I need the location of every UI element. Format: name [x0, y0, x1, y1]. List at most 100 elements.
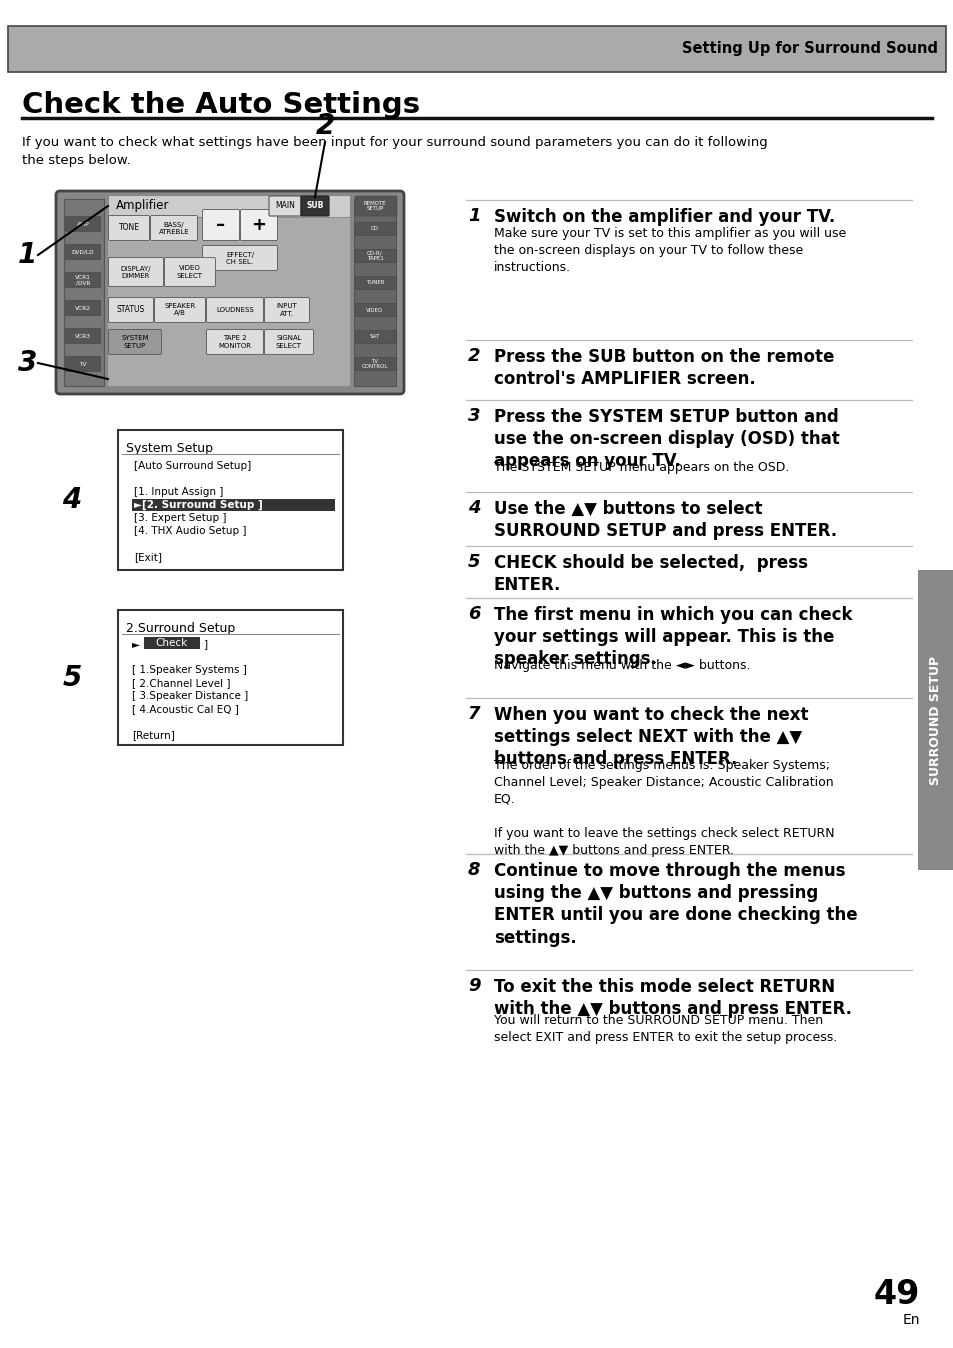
Text: ]: ] [204, 639, 208, 648]
FancyBboxPatch shape [355, 195, 396, 216]
Text: Make sure your TV is set to this amplifier as you will use
the on-screen display: Make sure your TV is set to this amplifi… [494, 226, 845, 274]
Text: VCR2: VCR2 [75, 306, 91, 310]
Text: +: + [252, 216, 266, 235]
Text: –: – [216, 216, 225, 235]
FancyBboxPatch shape [355, 303, 396, 317]
Text: [1. Input Assign ]: [1. Input Assign ] [133, 487, 223, 497]
Text: When you want to check the next
settings select NEXT with the ▲▼
buttons and pre: When you want to check the next settings… [494, 706, 807, 768]
Text: REMOTE
SETUP: REMOTE SETUP [363, 201, 386, 212]
FancyBboxPatch shape [66, 356, 100, 372]
FancyBboxPatch shape [109, 298, 153, 322]
Text: CHECK should be selected,  press
ENTER.: CHECK should be selected, press ENTER. [494, 554, 807, 594]
Text: System Setup: System Setup [126, 442, 213, 456]
Text: The SYSTEM SETUP menu appears on the OSD.: The SYSTEM SETUP menu appears on the OSD… [494, 461, 788, 474]
FancyBboxPatch shape [109, 329, 161, 355]
Text: TAPE 2
MONITOR: TAPE 2 MONITOR [218, 336, 252, 349]
Text: 1: 1 [18, 241, 37, 270]
FancyBboxPatch shape [66, 217, 100, 232]
Text: 3: 3 [468, 407, 480, 425]
FancyBboxPatch shape [206, 298, 263, 322]
FancyBboxPatch shape [269, 195, 301, 216]
Text: Setting Up for Surround Sound: Setting Up for Surround Sound [681, 42, 937, 57]
Text: 49: 49 [873, 1278, 919, 1312]
FancyBboxPatch shape [301, 195, 329, 216]
Bar [144, 638, 200, 648]
Text: 1: 1 [468, 208, 480, 225]
FancyBboxPatch shape [66, 272, 100, 287]
Bar [917, 570, 953, 869]
FancyBboxPatch shape [355, 276, 396, 290]
Text: Use the ▲▼ buttons to select
SURROUND SETUP and press ENTER.: Use the ▲▼ buttons to select SURROUND SE… [494, 500, 836, 541]
Text: 4: 4 [468, 499, 480, 518]
Text: LOUDNESS: LOUDNESS [216, 307, 253, 313]
Bar [64, 200, 104, 386]
FancyBboxPatch shape [109, 216, 150, 240]
FancyBboxPatch shape [202, 209, 239, 240]
Text: INPUT
ATT.: INPUT ATT. [276, 303, 297, 317]
Text: DISPLAY/
DIMMER: DISPLAY/ DIMMER [121, 266, 152, 279]
Text: [ 4.Acoustic Cal EQ ]: [ 4.Acoustic Cal EQ ] [132, 704, 238, 714]
Text: BASS/
ATREBLE: BASS/ ATREBLE [158, 221, 189, 235]
Text: Check: Check [155, 638, 188, 648]
Text: SPEAKER
A/B: SPEAKER A/B [164, 303, 195, 317]
Text: 6: 6 [468, 605, 480, 623]
Bar [132, 499, 335, 511]
FancyBboxPatch shape [240, 209, 277, 240]
Text: 3: 3 [18, 349, 37, 377]
Bar [118, 430, 343, 570]
Text: AMP: AMP [76, 221, 90, 226]
Text: 9: 9 [468, 977, 480, 995]
Text: SURROUND SETUP: SURROUND SETUP [928, 655, 942, 785]
FancyBboxPatch shape [164, 257, 215, 287]
Text: Press the SYSTEM SETUP button and
use the on-screen display (OSD) that
appears o: Press the SYSTEM SETUP button and use th… [494, 408, 839, 470]
Text: TONE: TONE [118, 224, 139, 232]
Bar [8, 26, 945, 71]
Bar [108, 200, 350, 386]
Text: Continue to move through the menus
using the ▲▼ buttons and pressing
ENTER until: Continue to move through the menus using… [494, 861, 857, 946]
FancyBboxPatch shape [66, 301, 100, 315]
FancyBboxPatch shape [355, 222, 396, 236]
FancyBboxPatch shape [264, 298, 309, 322]
Text: 8: 8 [468, 861, 480, 879]
Text: TV: TV [79, 361, 87, 367]
Text: [ 2.Channel Level ]: [ 2.Channel Level ] [132, 678, 231, 687]
Text: 5: 5 [62, 663, 82, 692]
FancyBboxPatch shape [264, 329, 314, 355]
Text: [Return]: [Return] [132, 731, 174, 740]
Text: Press the SUB button on the remote
control's AMPLIFIER screen.: Press the SUB button on the remote contr… [494, 348, 834, 388]
Text: 7: 7 [468, 705, 480, 723]
Bar [118, 611, 343, 745]
FancyBboxPatch shape [154, 298, 205, 322]
Text: 4: 4 [62, 487, 82, 514]
Text: VIDEO
SELECT: VIDEO SELECT [177, 266, 203, 279]
Text: [4. THX Audio Setup ]: [4. THX Audio Setup ] [133, 526, 246, 537]
Text: If you want to check what settings have been input for your surround sound param: If you want to check what settings have … [22, 136, 767, 167]
Text: SIGNAL
SELECT: SIGNAL SELECT [275, 336, 302, 349]
Text: Check the Auto Settings: Check the Auto Settings [22, 92, 419, 119]
Text: SAT: SAT [370, 334, 379, 340]
Text: STATUS: STATUS [117, 306, 145, 314]
Text: 2: 2 [315, 112, 335, 140]
FancyBboxPatch shape [355, 249, 396, 263]
Text: VCR1
/DVR: VCR1 /DVR [75, 275, 91, 286]
Text: The first menu in which you can check
your settings will appear. This is the
spe: The first menu in which you can check yo… [494, 607, 852, 669]
Text: [ 3.Speaker Distance ]: [ 3.Speaker Distance ] [132, 692, 248, 701]
Text: ►[2. Surround Setup ]: ►[2. Surround Setup ] [133, 500, 262, 510]
Text: [ 1.Speaker Systems ]: [ 1.Speaker Systems ] [132, 665, 247, 675]
FancyBboxPatch shape [109, 257, 163, 287]
FancyBboxPatch shape [202, 245, 277, 271]
Text: Switch on the amplifier and your TV.: Switch on the amplifier and your TV. [494, 208, 835, 226]
Text: 2.Surround Setup: 2.Surround Setup [126, 621, 235, 635]
FancyBboxPatch shape [355, 330, 396, 344]
Text: SYSTEM
SETUP: SYSTEM SETUP [121, 336, 149, 349]
Text: CD-R/
TAPE1: CD-R/ TAPE1 [366, 251, 383, 262]
FancyBboxPatch shape [151, 216, 197, 240]
Text: [3. Expert Setup ]: [3. Expert Setup ] [133, 514, 226, 523]
FancyBboxPatch shape [56, 191, 403, 394]
Bar [108, 195, 350, 217]
Text: [Auto Surround Setup]: [Auto Surround Setup] [133, 461, 251, 470]
Text: Navigate this menu with the ◄► buttons.: Navigate this menu with the ◄► buttons. [494, 659, 750, 673]
Bar [354, 200, 395, 386]
Text: TV
CONTROL: TV CONTROL [361, 359, 388, 369]
Text: MAIN: MAIN [274, 201, 294, 210]
